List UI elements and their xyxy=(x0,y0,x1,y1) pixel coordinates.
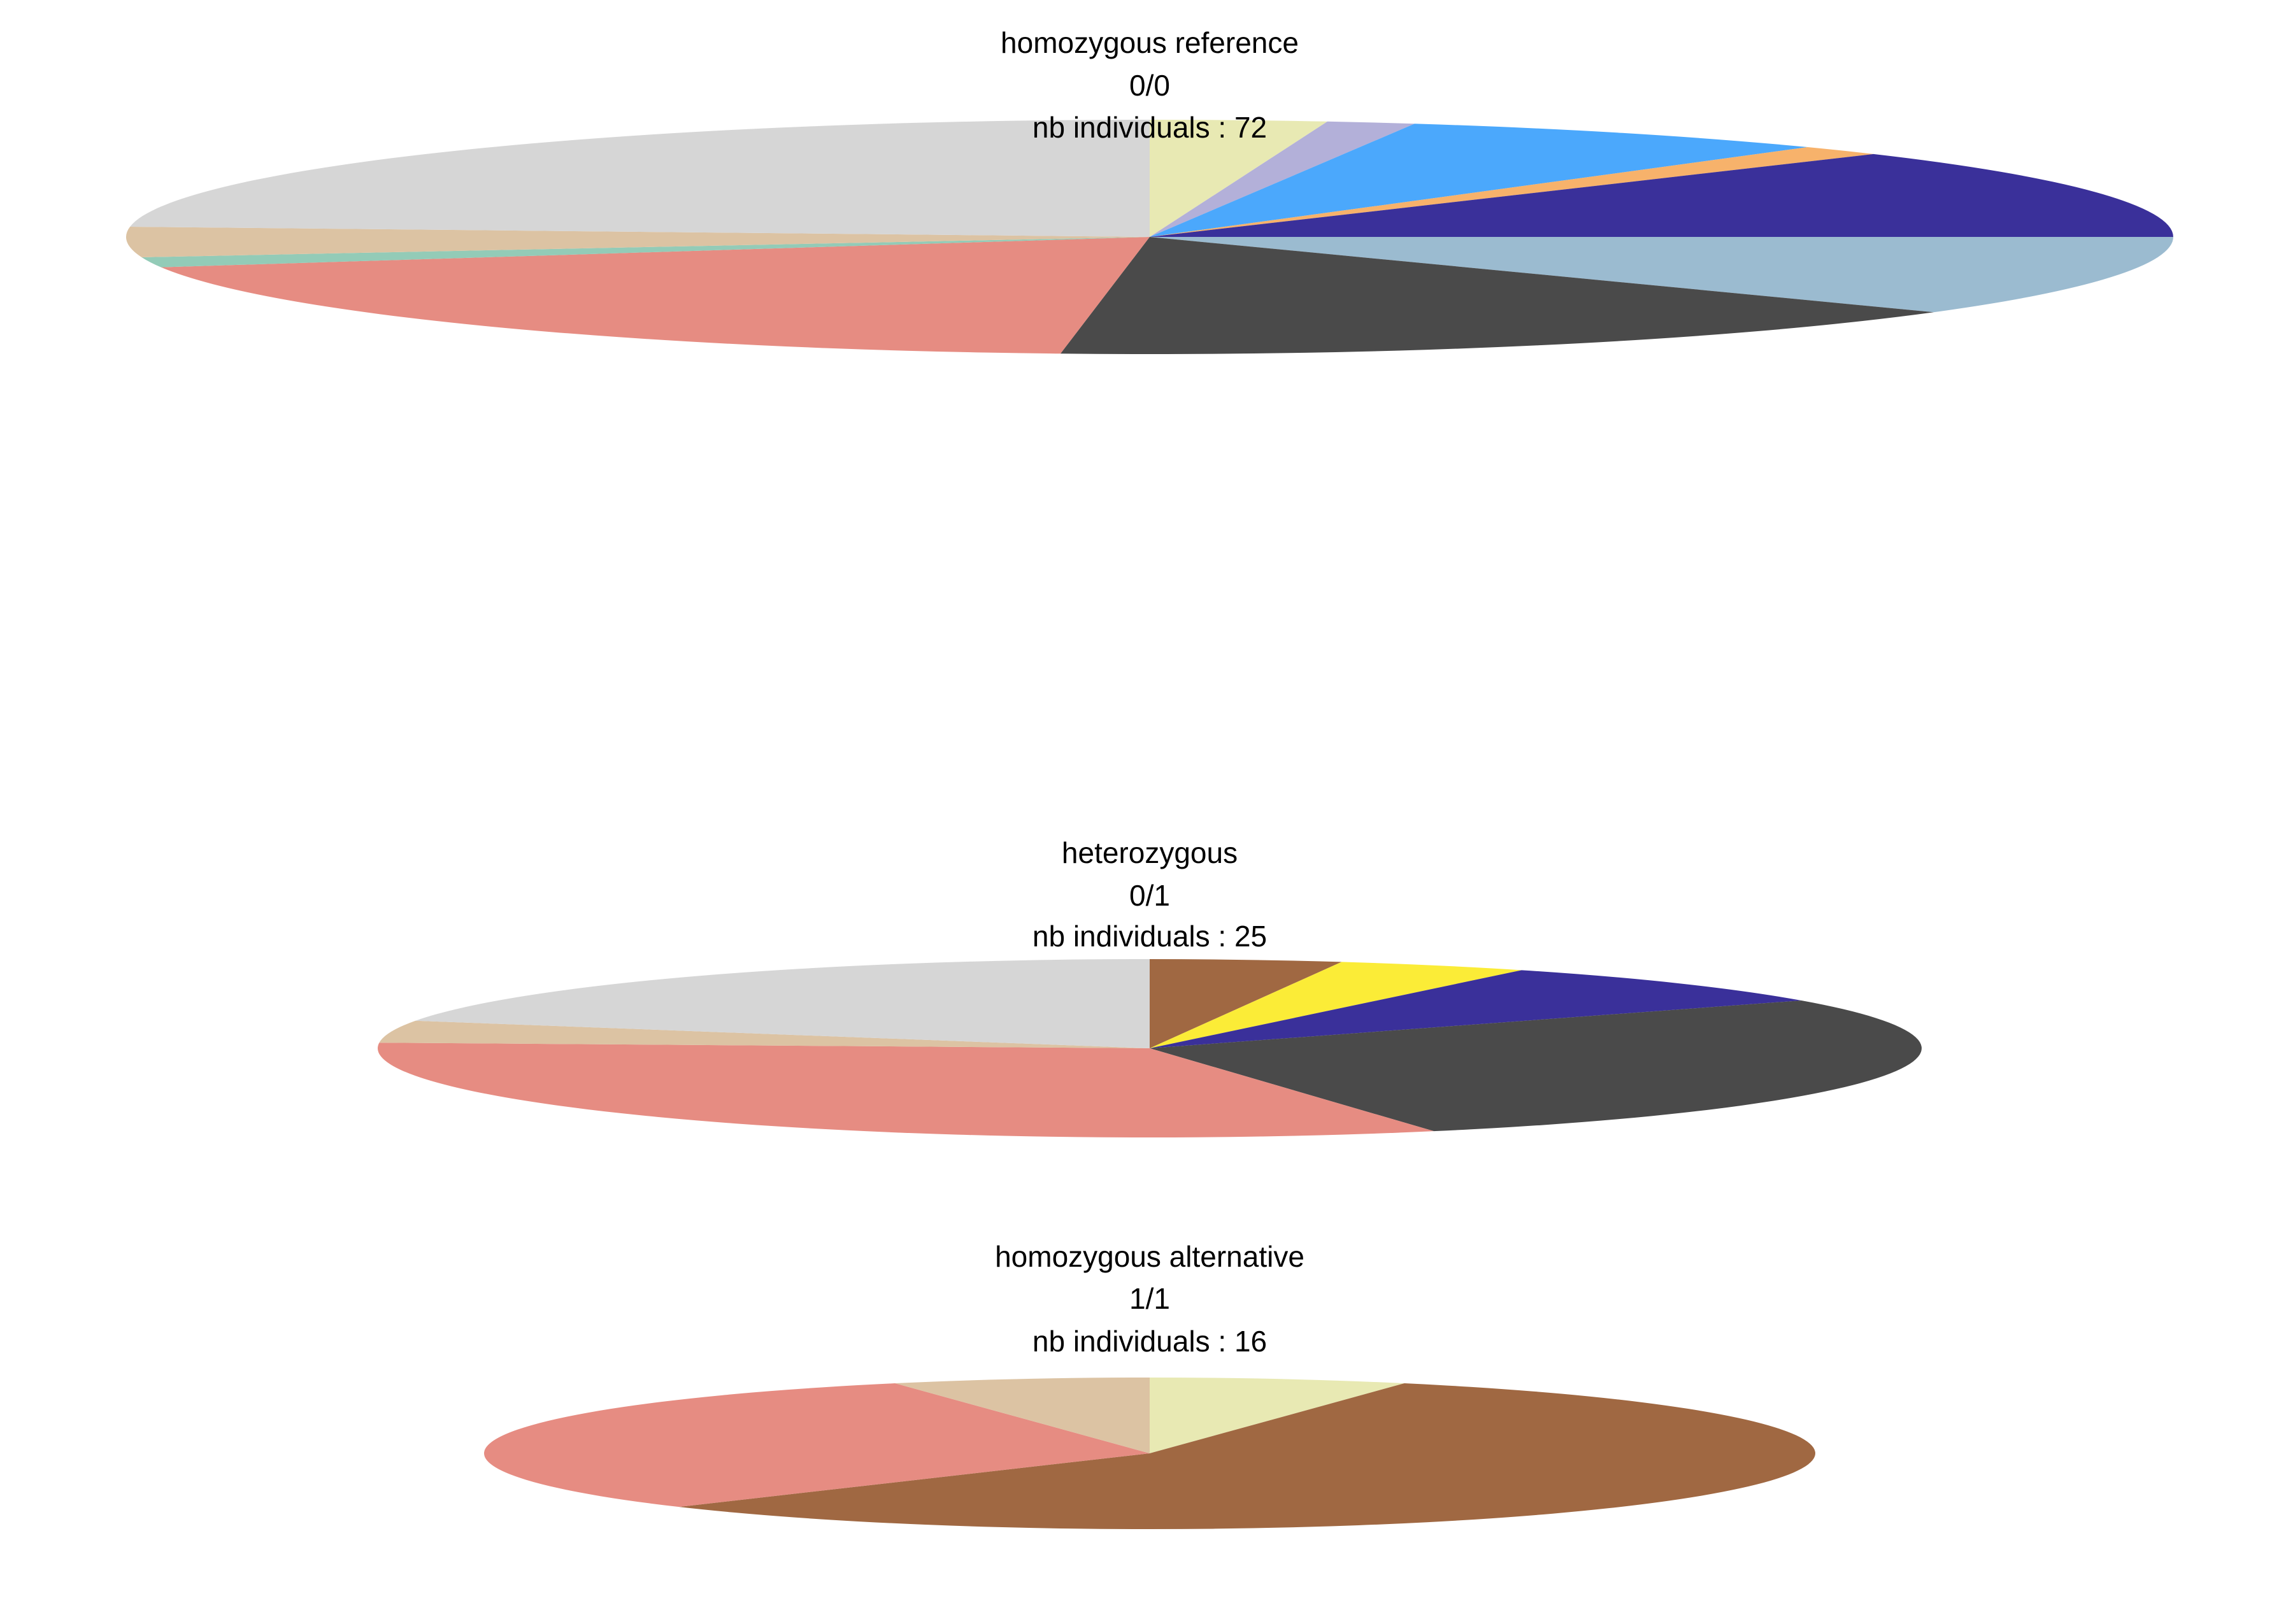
chart-title: heterozygous xyxy=(1062,836,1238,869)
chart-subtitle: 0/1 xyxy=(1129,879,1170,912)
pie-slice xyxy=(1150,124,1808,237)
pie-slice xyxy=(1150,962,1522,1048)
pie-slice xyxy=(125,226,1150,257)
pie-slice xyxy=(1150,120,1328,237)
pie-slice xyxy=(1150,153,2173,237)
chart-title: homozygous reference xyxy=(1001,26,1299,59)
pie-slice xyxy=(379,1020,1150,1048)
pie-slice xyxy=(378,1043,1434,1137)
chart-title: homozygous alternative xyxy=(995,1240,1304,1273)
pie-slice xyxy=(415,959,1150,1048)
pie-slice xyxy=(483,1383,1150,1507)
chart-subtitle: 0/0 xyxy=(1129,69,1170,102)
chart-note: nb individuals : 16 xyxy=(1032,1325,1267,1358)
pie-slice xyxy=(895,1378,1150,1453)
chart-note: nb individuals : 25 xyxy=(1032,920,1267,953)
pie-slice xyxy=(1150,1378,1404,1453)
pie-slice xyxy=(141,237,1150,267)
pie-slice xyxy=(1060,237,1934,354)
pie-slice xyxy=(1150,1000,1922,1132)
pie-slice xyxy=(1150,147,1874,237)
pie-slice xyxy=(1150,959,1342,1048)
chart-subtitle: 1/1 xyxy=(1129,1282,1170,1315)
chart-note: nb individuals : 72 xyxy=(1032,111,1267,144)
pie-slice xyxy=(130,120,1150,237)
pie-slice xyxy=(679,1383,1815,1529)
pie-slice xyxy=(1150,970,1802,1048)
pie-slice xyxy=(161,237,1150,354)
pie-slice xyxy=(1150,121,1415,237)
pie-slice xyxy=(1150,237,2173,313)
